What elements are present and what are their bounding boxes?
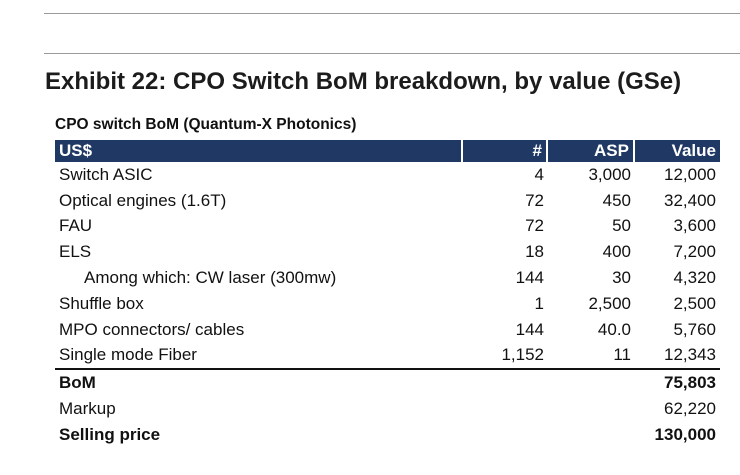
row-count: 72 [525,216,544,236]
row-count: 144 [515,268,544,288]
exhibit-title: Exhibit 22: CPO Switch BoM breakdown, by… [45,68,682,95]
row-asp: 450 [602,190,631,210]
empty-cell [463,422,548,448]
total-label: BoM [55,368,463,396]
row-asp: 400 [602,242,631,262]
row-value: 3,600 [673,216,716,236]
empty-cell [548,396,635,422]
row-asp: 40.0 [597,319,631,339]
empty-cell [463,396,548,422]
row-asp: 50 [612,216,631,236]
total-value: 62,220 [664,399,716,419]
row-label: Switch ASIC [59,164,153,184]
bom-table: US$ # ASP Value Switch ASIC 4 3,000 12,000 O… [55,140,720,448]
total-row: Markup 62,220 [55,396,720,422]
row-count: 18 [525,242,544,262]
row-value: 7,200 [673,242,716,262]
title-rule [44,53,740,54]
row-count: 1,152 [501,345,544,365]
row-value: 12,343 [664,345,716,365]
header-asp: ASP [548,140,635,162]
row-label: FAU [59,216,93,236]
total-label: Selling price [59,424,161,444]
row-label: Single mode Fiber [59,345,197,365]
row-label: Among which: CW laser (300mw) [84,268,337,288]
row-count: 4 [534,164,544,184]
row-value: 5,760 [673,319,716,339]
table-row: Single mode Fiber 1,152 11 12,343 [55,343,720,369]
total-label: Markup [59,399,116,419]
header-currency: US$ [55,140,463,162]
row-value: 32,400 [664,190,716,210]
header-value: Value [635,140,720,162]
row-label: ELS [59,242,92,262]
empty-cell [548,422,635,448]
bom-table-body: Switch ASIC 4 3,000 12,000 Optical engines (… [55,162,720,448]
row-asp: 11 [613,345,631,365]
total-value: 75,803 [635,368,720,396]
table-row: ELS 18 400 7,200 [55,239,720,265]
row-value: 4,320 [673,268,716,288]
row-asp: 2,500 [588,293,631,313]
table-row: Among which: CW laser (300mw) 144 30 4,320 [55,265,720,291]
table-row: Switch ASIC 4 3,000 12,000 [55,162,720,188]
total-row: BoM 75,803 [55,368,720,396]
empty-cell [463,368,548,396]
row-label: Shuffle box [59,293,144,313]
total-row: Selling price 130,000 [55,422,720,448]
row-label: MPO connectors/ cables [59,319,245,339]
empty-cell [548,368,635,396]
row-count: 144 [515,319,544,339]
table-title: CPO switch BoM (Quantum-X Photonics) [55,116,357,133]
table-row: Shuffle box 1 2,500 2,500 [55,291,720,317]
header-count: # [463,140,548,162]
row-count: 1 [534,293,544,313]
table-row: MPO connectors/ cables 144 40.0 5,760 [55,317,720,343]
row-asp: 3,000 [588,164,631,184]
row-value: 2,500 [673,293,716,313]
total-value: 130,000 [654,424,716,444]
table-row: FAU 72 50 3,600 [55,214,720,240]
top-rule [44,13,740,14]
row-value: 12,000 [664,164,716,184]
table-row: Optical engines (1.6T) 72 450 32,400 [55,188,720,214]
table-header-row: US$ # ASP Value [55,140,720,162]
row-asp: 30 [612,268,631,288]
row-label: Optical engines (1.6T) [59,190,227,210]
row-count: 72 [525,190,544,210]
